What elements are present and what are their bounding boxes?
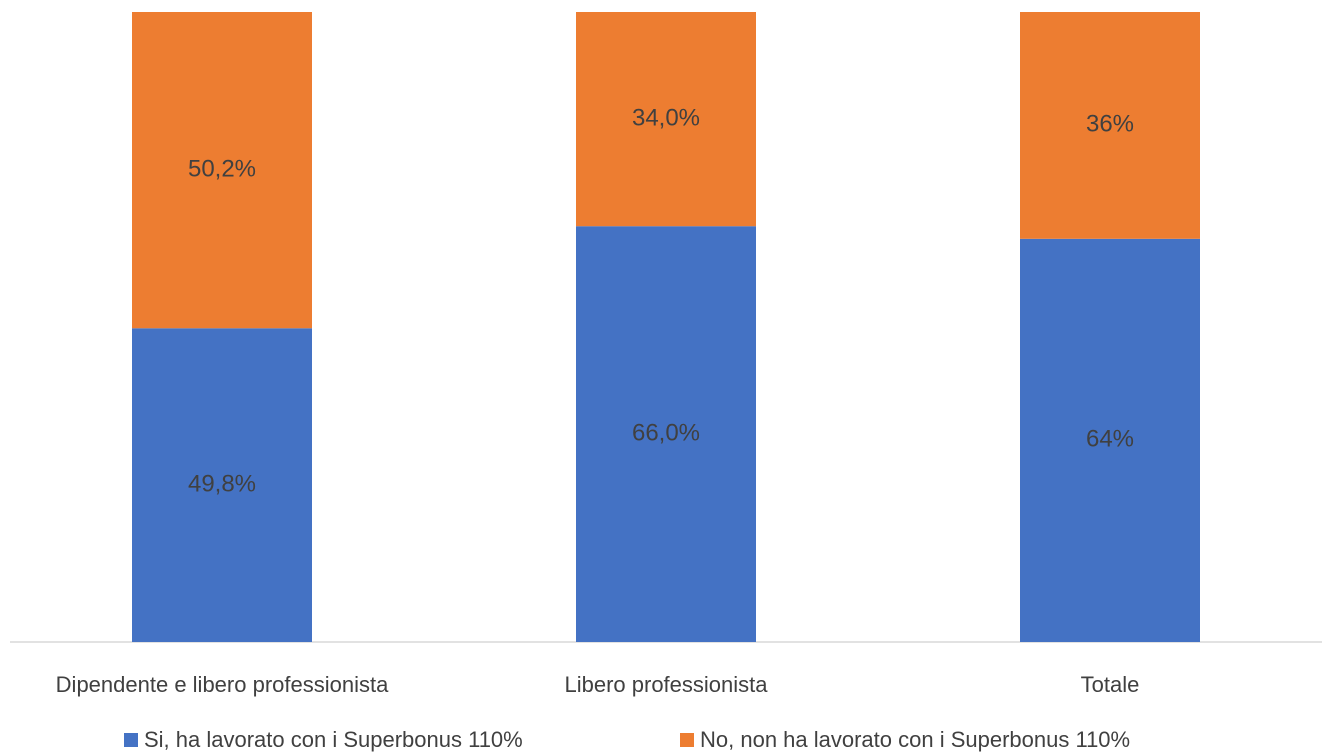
- data-labels-layer: 49,8% 50,2% 66,0% 34,0% 64% 36%: [188, 104, 1134, 497]
- bar-si-1: [576, 226, 756, 642]
- category-label-0: Dipendente e libero professionista: [56, 672, 389, 697]
- legend-swatch-no: [680, 733, 694, 747]
- stacked-bar-chart: 49,8% 50,2% 66,0% 34,0% 64% 36% Dipendente e …: [10, 12, 1322, 697]
- category-labels-layer: Dipendente e libero professionista Libero…: [56, 672, 1140, 697]
- category-label-2: Totale: [1081, 672, 1140, 697]
- legend-label-si: Si, ha lavorato con i Superbonus 110%: [144, 727, 523, 752]
- data-label-si-1: 66,0%: [632, 419, 700, 446]
- bar-no-1: [576, 12, 756, 227]
- legend-swatch-si: [124, 733, 138, 747]
- data-label-si-2: 64%: [1086, 426, 1134, 453]
- legend: Si, ha lavorato con i Superbonus 110% No…: [0, 727, 1332, 753]
- bar-si-0: [132, 328, 312, 642]
- bar-si-2: [1020, 238, 1200, 643]
- legend-item-no: No, non ha lavorato con i Superbonus 110…: [680, 727, 1130, 753]
- legend-label-no: No, non ha lavorato con i Superbonus 110…: [700, 727, 1131, 752]
- bar-no-0: [132, 12, 312, 329]
- data-label-no-1: 34,0%: [632, 104, 700, 131]
- category-label-1: Libero professionista: [564, 672, 768, 697]
- bar-no-2: [1020, 12, 1200, 239]
- data-label-no-0: 50,2%: [188, 155, 256, 182]
- legend-item-si: Si, ha lavorato con i Superbonus 110%: [124, 727, 523, 753]
- data-label-si-0: 49,8%: [188, 470, 256, 497]
- data-label-no-2: 36%: [1086, 111, 1134, 138]
- bars-layer: [132, 12, 1200, 643]
